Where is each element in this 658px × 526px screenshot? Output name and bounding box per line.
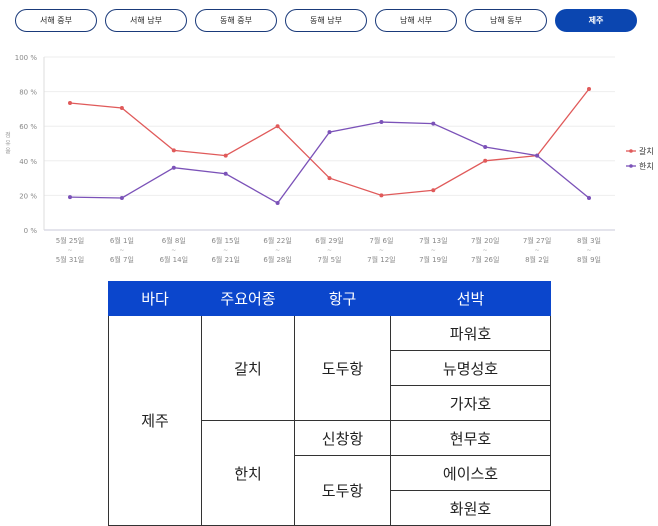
tab-4[interactable]: 남해 서부	[375, 9, 457, 32]
x-tick-label: 6월 15일	[211, 236, 239, 245]
x-tick-label: 6월 7일	[110, 255, 134, 264]
legend-marker	[629, 164, 633, 168]
table-row: 가자호	[109, 385, 551, 421]
x-tick-sep: ~	[327, 247, 332, 254]
y-tick-label: 0 %	[24, 227, 38, 235]
data-point	[379, 120, 384, 125]
cell-boat: 가자호	[390, 385, 551, 421]
data-point	[587, 195, 591, 200]
header-sea: 바다	[108, 281, 202, 316]
data-point	[68, 101, 72, 106]
data-point	[223, 171, 228, 176]
x-tick-label: 7월 20일	[471, 236, 499, 245]
x-tick-sep: ~	[171, 247, 176, 254]
x-tick-sep: ~	[275, 247, 280, 254]
data-point	[171, 165, 176, 170]
data-point	[327, 176, 332, 181]
y-axis-label-char: 점	[5, 132, 11, 139]
header-boat: 선박	[390, 281, 551, 316]
y-tick-label: 60 %	[19, 123, 37, 131]
line-chart: 0 % 20 % 40 % 60 % 80 % 100 % 점유율 5월 25일 ~5월 31일…	[5, 54, 654, 264]
x-tick-sep: ~	[483, 247, 488, 254]
cell-boat: 뉴명성호	[390, 350, 551, 386]
x-tick-label: 7월 5일	[317, 255, 341, 264]
cell-port: 신창항	[294, 420, 391, 456]
y-axis-label-char: 유	[5, 140, 11, 147]
cell-boat: 화원호	[390, 490, 551, 526]
data-point	[171, 148, 176, 153]
tab-3[interactable]: 동해 남부	[285, 9, 367, 32]
x-tick-label: 6월 22일	[263, 236, 291, 245]
x-tick-sep: ~	[586, 247, 591, 254]
x-tick-label: 5월 25일	[56, 236, 84, 245]
x-tick-label: 8월 3일	[577, 236, 601, 245]
data-point	[275, 201, 280, 206]
x-tick-label: 6월 21일	[211, 255, 239, 264]
tab-5[interactable]: 남해 동부	[465, 9, 547, 32]
x-tick-label: 7월 12일	[367, 255, 395, 264]
data-point	[275, 124, 280, 129]
x-tick-label: 7월 6일	[369, 236, 393, 245]
data-point	[431, 188, 436, 193]
sea-region-tabs: 서해 중부 서해 남부 동해 중부 동해 남부 남해 서부 남해 동부 제주	[15, 9, 637, 32]
x-tick-label: 6월 14일	[160, 255, 188, 264]
series-line-한치	[69, 121, 590, 204]
cell-sea: 제주	[108, 315, 202, 526]
table-header-row: 바다 주요어종 항구 선박	[108, 281, 551, 316]
data-point	[327, 130, 332, 135]
y-axis-label-char: 율	[5, 148, 11, 155]
x-tick-label: 6월 1일	[110, 236, 134, 245]
tab-0[interactable]: 서해 중부	[15, 9, 97, 32]
x-tick-label: 7월 19일	[419, 255, 447, 264]
cell-boat: 파워호	[390, 315, 551, 351]
y-tick-label: 80 %	[19, 89, 37, 97]
table-row: 제주 갈치 도두항 파워호	[108, 315, 551, 526]
x-tick-label: 5월 31일	[56, 255, 84, 264]
data-point	[223, 153, 228, 158]
x-tick-sep: ~	[67, 247, 72, 254]
data-point	[119, 195, 124, 200]
tab-2[interactable]: 동해 중부	[195, 9, 277, 32]
boat-table: 바다 주요어종 항구 선박 제주 갈치 도두항 파워호 뉴명성호 가자호 한치 …	[108, 281, 551, 526]
x-tick-label: 6월 8일	[162, 236, 186, 245]
x-tick-label: 6월 29일	[315, 236, 343, 245]
data-point	[68, 195, 72, 200]
x-tick-label: 7월 13일	[419, 236, 447, 245]
data-point	[483, 158, 488, 163]
y-tick-label: 20 %	[19, 192, 37, 200]
x-tick-sep: ~	[119, 247, 124, 254]
legend-label: 한치	[639, 162, 654, 171]
header-port: 항구	[294, 281, 391, 316]
cell-port: 도두항	[294, 315, 391, 421]
data-point	[535, 153, 540, 158]
x-tick-sep: ~	[223, 247, 228, 254]
x-tick-label: 6월 28일	[263, 255, 291, 264]
header-fish: 주요어종	[201, 281, 295, 316]
x-tick-sep: ~	[535, 247, 540, 254]
table-row: 화원호	[109, 490, 551, 526]
tab-1[interactable]: 서해 남부	[105, 9, 187, 32]
y-tick-label: 100 %	[15, 54, 38, 62]
legend-label: 갈치	[639, 147, 654, 156]
legend-marker	[629, 149, 633, 153]
x-tick-label: 7월 26일	[471, 255, 499, 264]
tab-6[interactable]: 제주	[555, 9, 637, 32]
y-tick-label: 40 %	[19, 158, 37, 166]
data-point	[431, 121, 436, 126]
table-row: 도두항 에이스호	[109, 455, 551, 526]
x-tick-sep: ~	[379, 247, 384, 254]
cell-boat: 현무호	[390, 420, 551, 456]
data-point	[119, 106, 124, 111]
cell-fish: 한치	[201, 420, 295, 526]
cell-fish: 갈치	[201, 315, 295, 421]
data-point	[587, 87, 591, 92]
x-tick-label: 8월 9일	[577, 255, 601, 264]
data-point	[483, 144, 488, 149]
cell-port: 도두항	[294, 455, 391, 526]
cell-boat: 에이스호	[390, 455, 551, 491]
x-tick-label: 7월 27일	[523, 236, 551, 245]
x-tick-sep: ~	[431, 247, 436, 254]
data-point	[379, 193, 384, 198]
x-tick-label: 8월 2일	[525, 255, 549, 264]
